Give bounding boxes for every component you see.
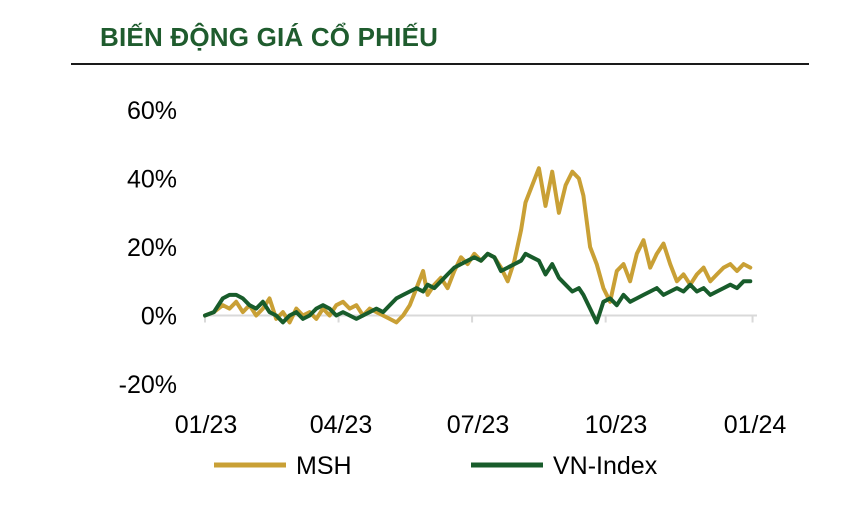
legend-label: MSH — [296, 452, 352, 480]
x-tick-label: 07/23 — [447, 411, 510, 439]
y-tick-label: 0% — [141, 303, 177, 331]
series-line-msh — [203, 166, 753, 325]
x-tick-label: 01/23 — [175, 411, 238, 439]
y-tick-label: 20% — [127, 234, 177, 262]
chart-legend: MSH VN-Index — [214, 452, 658, 480]
chart-title: BIẾN ĐỘNG GIÁ CỔ PHIẾU — [100, 22, 439, 52]
y-tick-label: -20% — [119, 371, 177, 399]
y-axis: 60% 40% 20% 0% -20% — [119, 97, 177, 399]
x-tick-label: 01/24 — [724, 411, 787, 439]
y-tick-label: 60% — [127, 97, 177, 125]
series-line-vn-index — [203, 251, 753, 325]
x-tick-label: 04/23 — [310, 411, 373, 439]
title-divider — [71, 63, 809, 65]
chart-lines — [203, 166, 753, 325]
x-axis: 01/23 04/23 07/23 10/23 01/24 — [175, 314, 787, 439]
x-tick-label: 10/23 — [585, 411, 648, 439]
y-tick-label: 40% — [127, 166, 177, 194]
legend-label: VN-Index — [553, 452, 658, 480]
